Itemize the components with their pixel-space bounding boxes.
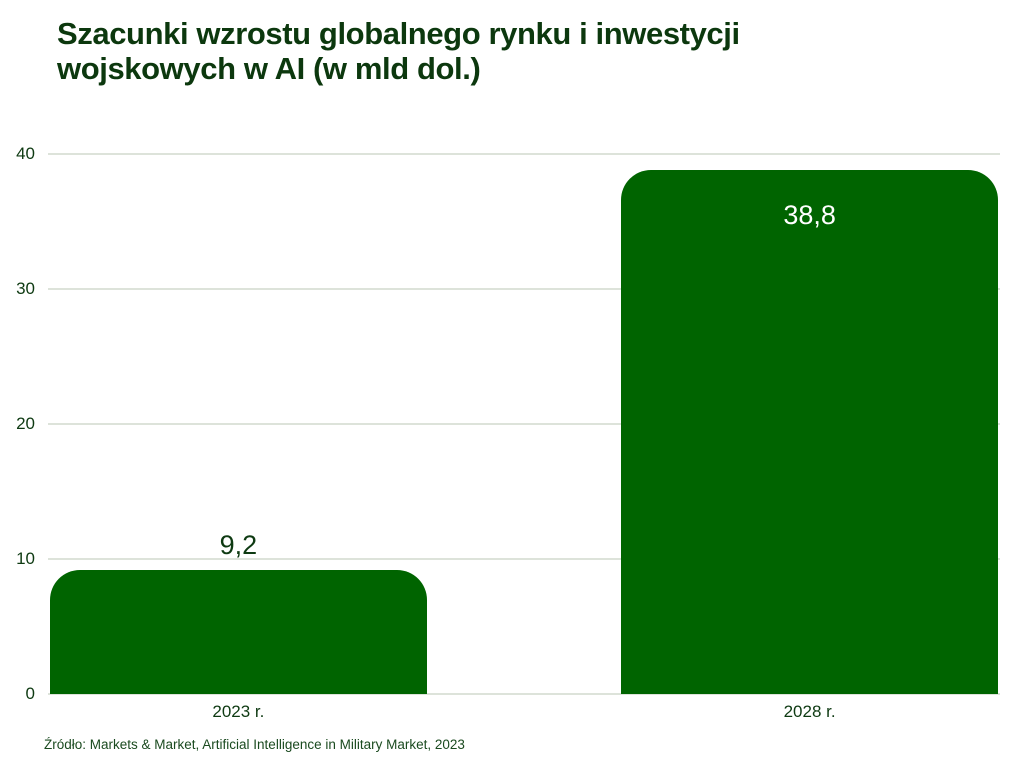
gridline	[48, 153, 1000, 155]
chart-title-line-1: Szacunki wzrostu globalnego rynku i inwe…	[57, 16, 740, 51]
bar-2028-r	[621, 170, 999, 694]
gridline	[48, 423, 1000, 425]
y-axis-tick-label: 30	[16, 279, 35, 298]
bar-value-label: 38,8	[783, 200, 836, 231]
gridline	[48, 693, 1000, 695]
source-caption: Źródło: Markets & Market, Artificial Int…	[44, 737, 465, 752]
y-axis-tick-label: 10	[16, 549, 35, 568]
gridline	[48, 288, 1000, 290]
x-axis-category-label: 2023 r.	[212, 702, 265, 721]
bar-value-label: 9,2	[219, 529, 258, 560]
bar-2023-r	[49, 569, 427, 694]
y-axis-tick-label: 40	[16, 144, 35, 163]
chart-title-line-2: wojskowych w AI (w mld dol.)	[57, 51, 481, 86]
y-axis-tick-label: 20	[16, 414, 35, 433]
gridline	[48, 558, 1000, 560]
y-axis-tick-label: 0	[25, 684, 35, 703]
x-axis-category-label: 2028 r.	[783, 702, 836, 721]
chart-title: Szacunki wzrostu globalnego rynku i inwe…	[57, 16, 740, 86]
